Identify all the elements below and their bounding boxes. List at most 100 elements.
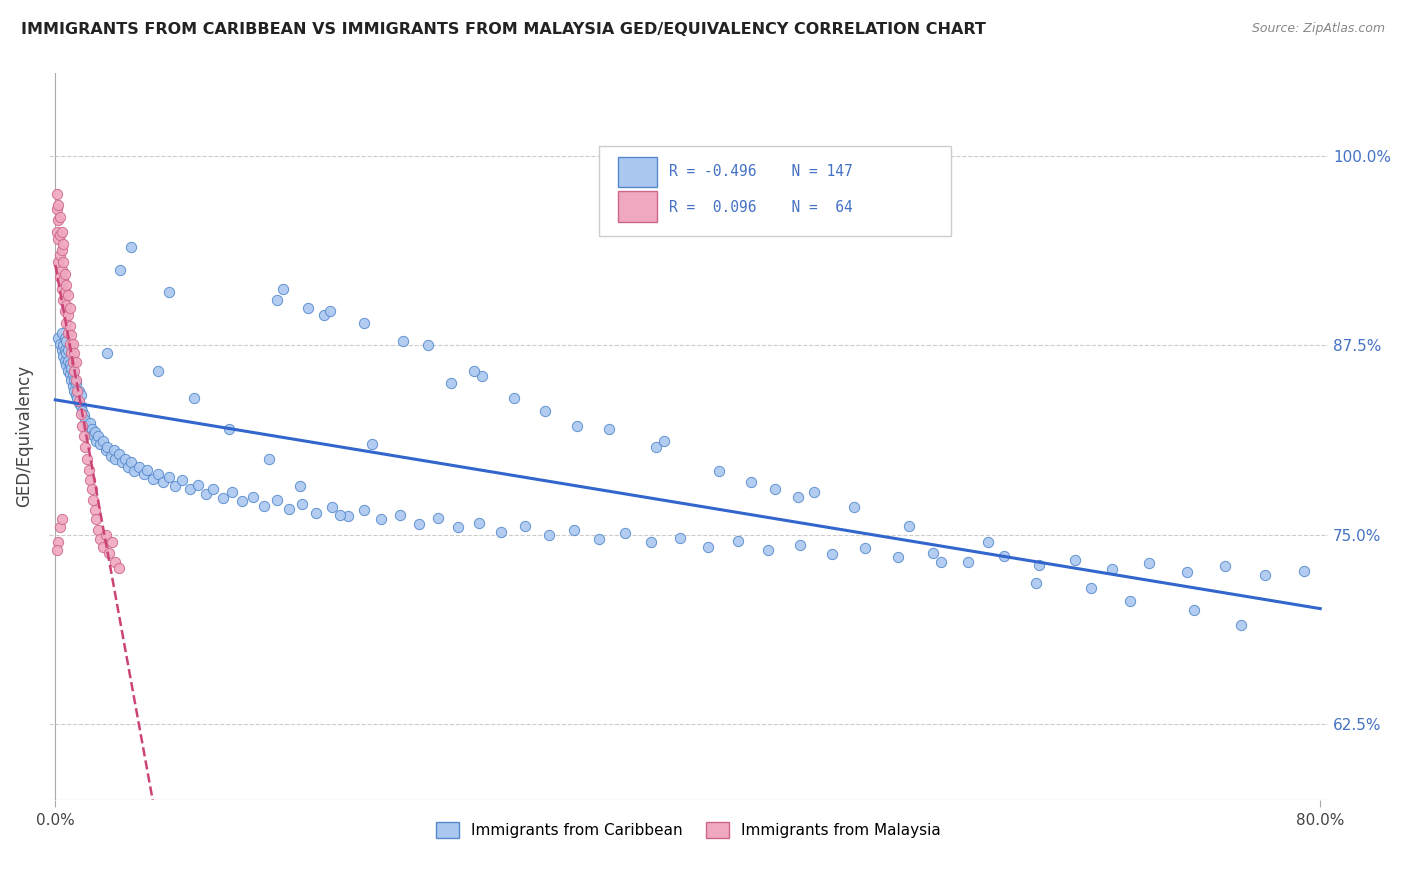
Point (51, 343, 73, 357)
Point (977, 535, 1000, 549)
Point (91, 540, 114, 554)
Point (221, 485, 243, 500)
Point (107, 561, 129, 575)
Point (94, 527, 117, 541)
Point (408, 516, 430, 531)
Point (898, 518, 921, 533)
Point (86, 434, 108, 448)
Point (65, 376, 87, 391)
Point (727, 533, 749, 548)
Point (120, 455, 142, 469)
Point (319, 303, 342, 318)
Point (471, 368, 494, 383)
Point (787, 490, 810, 504)
Point (1025, 576, 1047, 591)
Point (645, 440, 668, 454)
Point (152, 475, 174, 489)
Point (82, 427, 104, 442)
Point (1028, 558, 1050, 572)
Point (104, 452, 127, 467)
Point (56, 308, 79, 322)
Point (956, 555, 979, 569)
Point (179, 482, 201, 496)
Point (62, 367, 84, 381)
Point (55, 334, 77, 348)
Point (62, 379, 84, 393)
Point (111, 455, 134, 469)
Point (45, 202, 67, 217)
Point (77, 425, 100, 439)
Point (58, 367, 80, 381)
Point (1254, 568, 1277, 582)
Text: R =  0.096    N =  64: R = 0.096 N = 64 (669, 200, 853, 215)
Point (67, 396, 90, 410)
Point (1294, 564, 1316, 578)
Point (69, 407, 91, 421)
Point (76, 452, 98, 467)
Point (70, 403, 93, 417)
Point (53, 343, 76, 357)
Point (55, 277, 77, 292)
Point (49, 270, 72, 285)
Point (58, 337, 80, 351)
Point (513, 518, 536, 533)
Point (65, 388, 87, 402)
Text: Source: ZipAtlas.com: Source: ZipAtlas.com (1251, 22, 1385, 36)
Point (360, 437, 382, 451)
Point (370, 512, 392, 526)
Point (253, 499, 276, 513)
Point (87, 523, 110, 537)
Point (1215, 559, 1237, 574)
Point (120, 240, 142, 254)
Point (183, 392, 205, 406)
Point (1101, 562, 1123, 576)
Point (305, 507, 328, 521)
Point (669, 531, 692, 545)
Point (63, 373, 86, 387)
Point (56, 288, 79, 302)
Y-axis label: GED/Equivalency: GED/Equivalency (15, 365, 32, 508)
Point (640, 535, 662, 549)
Point (887, 550, 910, 565)
Point (1139, 557, 1161, 571)
Point (45, 542, 67, 557)
Point (69, 399, 91, 413)
Point (96, 440, 118, 454)
Point (65, 373, 87, 387)
Point (60, 373, 83, 387)
Point (194, 487, 217, 501)
Point (79, 473, 101, 487)
Point (321, 500, 343, 515)
Point (53, 303, 76, 318)
Point (426, 511, 449, 525)
Point (993, 549, 1015, 563)
Point (67, 394, 90, 409)
Point (562, 523, 585, 537)
Point (56, 353, 79, 368)
Point (45, 225, 67, 239)
Point (789, 538, 811, 552)
Point (329, 508, 352, 522)
Point (124, 464, 146, 478)
Point (67, 384, 90, 398)
Point (763, 482, 786, 496)
Point (52, 349, 75, 363)
Point (1182, 603, 1205, 617)
Point (103, 442, 125, 457)
Point (60, 346, 83, 360)
Point (48, 331, 70, 345)
FancyBboxPatch shape (619, 156, 657, 187)
Point (83, 503, 105, 517)
Point (75, 440, 97, 454)
Point (353, 316, 375, 330)
Point (709, 464, 731, 478)
Point (51, 512, 73, 526)
Point (929, 555, 952, 569)
Point (418, 338, 440, 352)
Point (77, 462, 100, 476)
Point (98, 546, 121, 560)
Point (82, 492, 104, 507)
Point (62, 337, 84, 351)
Point (49, 210, 72, 224)
Point (758, 542, 780, 557)
